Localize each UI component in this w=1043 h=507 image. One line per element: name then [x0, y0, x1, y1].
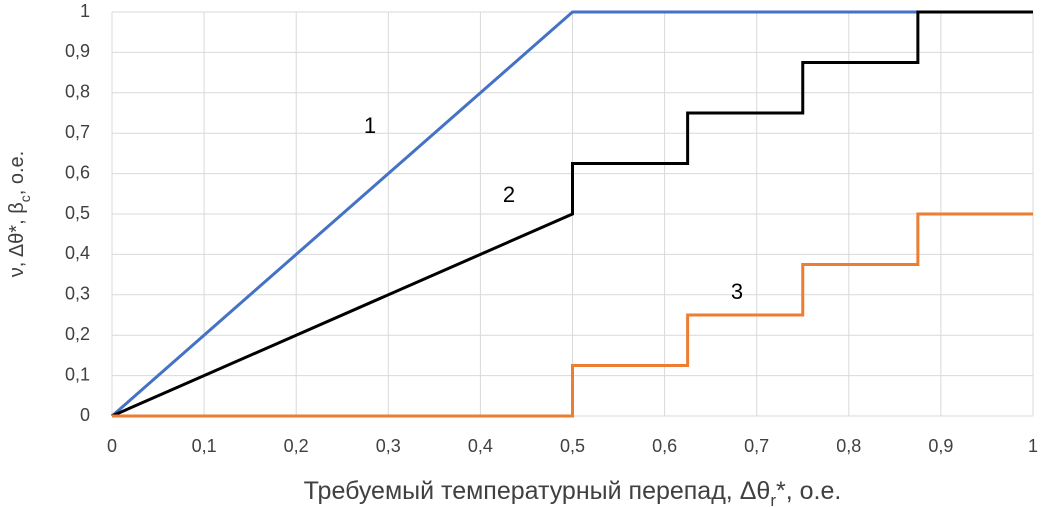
- y-tick-label: 0,4: [65, 243, 90, 263]
- y-axis-label: ν, Δθ*, βc, о.е.: [6, 151, 32, 277]
- line-series: [111, 10, 1033, 418]
- y-tick-label: 0,5: [65, 203, 90, 223]
- line-series: [111, 10, 1033, 418]
- x-tick-label: 0,4: [468, 436, 493, 456]
- x-tick-label: 0,8: [836, 436, 861, 456]
- axis-label-part: *, о.е.: [776, 477, 841, 505]
- y-tick-label: 1: [80, 1, 90, 21]
- x-tick-label: 0,1: [192, 436, 217, 456]
- axis-label-part: ν, Δθ*, β: [6, 202, 28, 277]
- y-tick-label: 0: [80, 405, 90, 425]
- x-axis-label: Требуемый температурный перепад, Δθr*, о…: [304, 477, 842, 507]
- axis-label-part: c: [17, 195, 33, 202]
- x-tick-label: 0,3: [376, 436, 401, 456]
- y-tick-label: 0,6: [65, 162, 90, 182]
- axis-label-part: r: [770, 491, 776, 507]
- y-tick-label: 0,2: [65, 324, 90, 344]
- line-series: [112, 212, 1033, 418]
- x-tick-label: 0,6: [652, 436, 677, 456]
- y-tick-label: 0,7: [65, 122, 90, 142]
- y-tick-label: 0,9: [65, 41, 90, 61]
- x-tick-label: 0,7: [744, 436, 769, 456]
- axis-label-part: , о.е.: [6, 151, 28, 195]
- x-tick-label: 0,2: [284, 436, 309, 456]
- annotation: 2: [503, 182, 515, 207]
- y-tick-label: 0,3: [65, 284, 90, 304]
- x-tick-label: 1: [1028, 436, 1038, 456]
- axis-label-part: Требуемый температурный перепад, Δθ: [304, 477, 771, 505]
- y-tick-label: 0,8: [65, 82, 90, 102]
- x-tick-label: 0,5: [560, 436, 585, 456]
- annotation: 3: [731, 279, 743, 304]
- x-tick-label: 0,9: [928, 436, 953, 456]
- y-tick-label: 0,1: [65, 364, 90, 384]
- annotation: 1: [364, 113, 376, 138]
- x-tick-label: 0: [107, 436, 117, 456]
